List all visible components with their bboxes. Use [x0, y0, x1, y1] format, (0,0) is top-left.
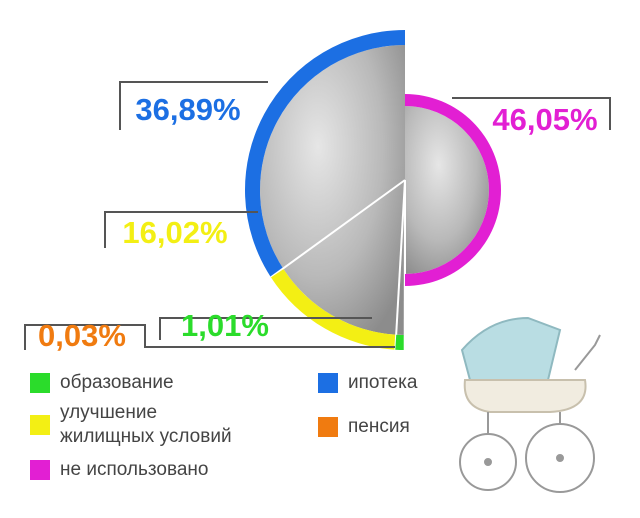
leader-line: [24, 324, 395, 350]
value-label: 0,03%: [38, 318, 126, 353]
legend-label: не использовано: [60, 459, 208, 480]
legend-swatch: [318, 373, 338, 393]
pie-segment: [245, 30, 405, 278]
legend-label: образование: [60, 372, 174, 393]
segment-divider: [394, 179, 406, 350]
legend-swatch: [318, 417, 338, 437]
leader-line: [159, 317, 372, 340]
leader-line: [119, 81, 268, 130]
segment-divider: [270, 179, 406, 279]
leader-line: [452, 97, 611, 130]
legend-swatch: [30, 460, 50, 480]
value-label: 16,02%: [122, 215, 227, 250]
pie-segment: [405, 94, 501, 286]
value-label: 36,89%: [135, 92, 240, 127]
coin-small: [405, 106, 489, 274]
stroller-illustration: [459, 316, 601, 493]
value-label: 46,05%: [492, 102, 597, 137]
pie-segment: [270, 269, 397, 350]
legend-label: улучшение жилищных условий: [60, 402, 232, 447]
pie-segment: [395, 334, 405, 350]
legend-swatch: [30, 373, 50, 393]
legend-label: ипотека: [348, 372, 418, 393]
legend-swatch: [30, 415, 50, 435]
coin-large: [260, 45, 405, 335]
legend-label: пенсия: [348, 416, 410, 437]
value-label: 1,01%: [181, 308, 269, 343]
leader-line: [104, 211, 258, 248]
